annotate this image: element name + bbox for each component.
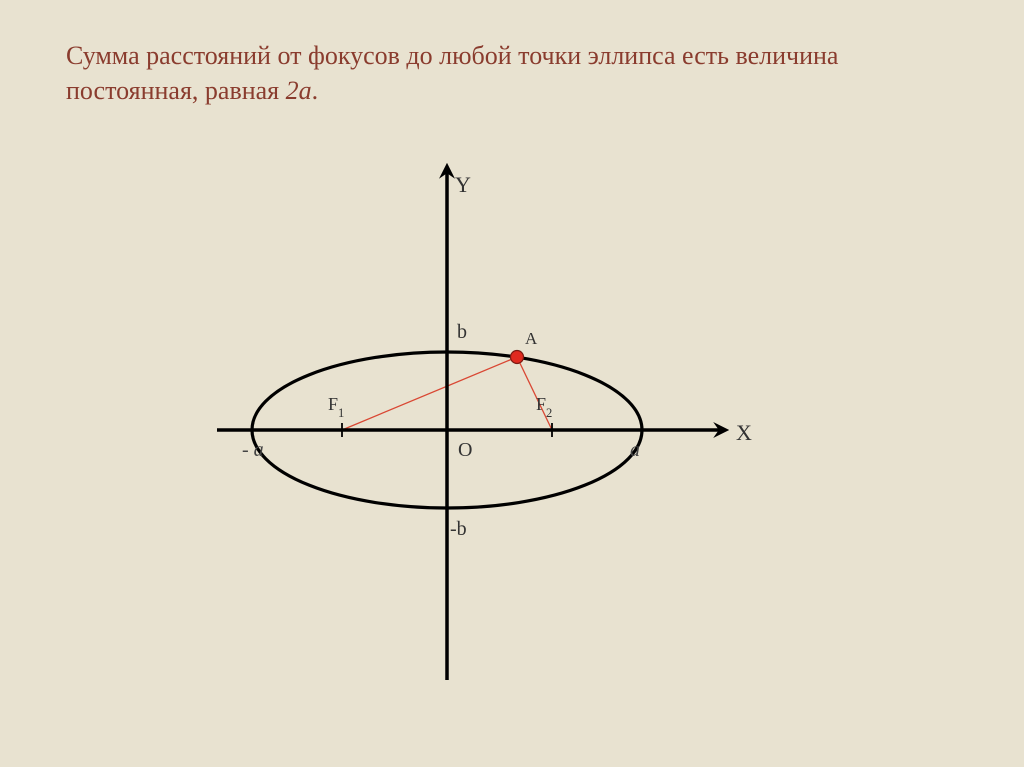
label-origin: O [458,439,472,461]
label-x-axis: X [736,420,752,445]
diagram-svg: Y X Ob -b a - a F1 F2 A [162,140,862,700]
label-point-a: A [525,329,538,348]
title-constant: 2а [286,76,312,105]
label-y-axis: Y [455,172,471,197]
label-focus-f2: F2 [536,394,552,420]
label-neg-a: - a [242,439,264,461]
focal-radius-f1a [342,357,517,430]
title-text: Сумма расстояний от фокусов до любой точ… [66,41,838,105]
label-a: a [630,439,640,461]
ellipse-diagram: Y X Ob -b a - a F1 F2 A [162,140,862,700]
title-dot: . [312,76,319,105]
label-focus-f1: F1 [328,394,344,420]
label-b: b [457,321,467,343]
label-neg-b: -b [450,518,467,540]
point-a [511,351,524,364]
slide-title: Сумма расстояний от фокусов до любой точ… [66,38,964,108]
